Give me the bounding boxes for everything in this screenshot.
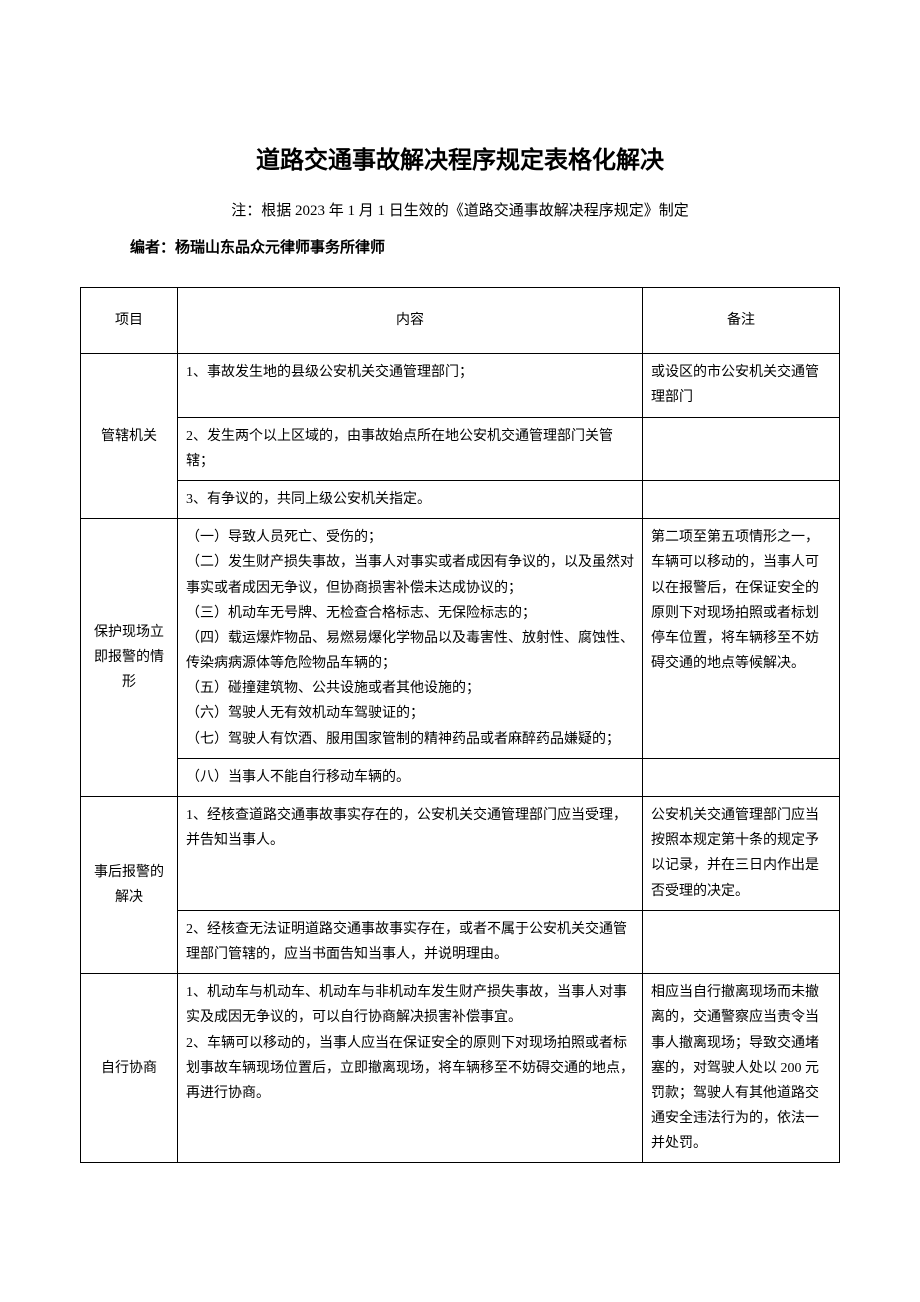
table-row: 自行协商 1、机动车与机动车、机动车与非机动车发生财产损失事故，当事人对事实及成… (81, 974, 840, 1163)
cell-note: 公安机关交通管理部门应当按照本规定第十条的规定予以记录，并在三日内作出是否受理的… (643, 797, 840, 911)
table-row: 3、有争议的，共同上级公安机关指定。 (81, 480, 840, 518)
cell-content: 3、有争议的，共同上级公安机关指定。 (178, 480, 643, 518)
cell-note: 或设区的市公安机关交通管理部门 (643, 354, 840, 417)
document-subtitle: 注：根据 2023 年 1 月 1 日生效的《道路交通事故解决程序规定》制定 (80, 199, 840, 220)
table-row: 管辖机关 1、事故发生地的县级公安机关交通管理部门； 或设区的市公安机关交通管理… (81, 354, 840, 417)
document-author: 编者：杨瑞山东品众元律师事务所律师 (80, 236, 840, 257)
cell-content: 2、经核查无法证明道路交通事故事实存在，或者不属于公安机关交通管理部门管辖的，应… (178, 910, 643, 973)
header-project: 项目 (81, 288, 178, 354)
header-note: 备注 (643, 288, 840, 354)
main-table: 项目 内容 备注 管辖机关 1、事故发生地的县级公安机关交通管理部门； 或设区的… (80, 287, 840, 1163)
cell-content: 2、发生两个以上区域的，由事故始点所在地公安机交通管理部门关管辖； (178, 417, 643, 480)
cell-project: 管辖机关 (81, 354, 178, 519)
cell-note (643, 417, 840, 480)
table-header-row: 项目 内容 备注 (81, 288, 840, 354)
table-row: 事后报警的解决 1、经核查道路交通事故事实存在的，公安机关交通管理部门应当受理，… (81, 797, 840, 911)
cell-content: 1、经核查道路交通事故事实存在的，公安机关交通管理部门应当受理，并告知当事人。 (178, 797, 643, 911)
cell-note: 相应当自行撤离现场而未撤离的，交通警察应当责令当事人撤离现场；导致交通堵塞的，对… (643, 974, 840, 1163)
cell-project: 自行协商 (81, 974, 178, 1163)
cell-content: （一）导致人员死亡、受伤的； （二）发生财产损失事故，当事人对事实或者成因有争议… (178, 519, 643, 759)
cell-note (643, 480, 840, 518)
table-row: 保护现场立即报警的情形 （一）导致人员死亡、受伤的； （二）发生财产损失事故，当… (81, 519, 840, 759)
cell-project: 保护现场立即报警的情形 (81, 519, 178, 797)
cell-content: （八）当事人不能自行移动车辆的。 (178, 758, 643, 796)
cell-project: 事后报警的解决 (81, 797, 178, 974)
document-page: 道路交通事故解决程序规定表格化解决 注：根据 2023 年 1 月 1 日生效的… (0, 0, 920, 1302)
header-content: 内容 (178, 288, 643, 354)
cell-content: 1、事故发生地的县级公安机关交通管理部门； (178, 354, 643, 417)
table-row: 2、发生两个以上区域的，由事故始点所在地公安机交通管理部门关管辖； (81, 417, 840, 480)
document-title: 道路交通事故解决程序规定表格化解决 (80, 140, 840, 175)
cell-note: 第二项至第五项情形之一，车辆可以移动的，当事人可以在报警后，在保证安全的原则下对… (643, 519, 840, 759)
cell-note (643, 910, 840, 973)
table-row: （八）当事人不能自行移动车辆的。 (81, 758, 840, 796)
table-row: 2、经核查无法证明道路交通事故事实存在，或者不属于公安机关交通管理部门管辖的，应… (81, 910, 840, 973)
cell-note (643, 758, 840, 796)
cell-content: 1、机动车与机动车、机动车与非机动车发生财产损失事故，当事人对事实及成因无争议的… (178, 974, 643, 1163)
